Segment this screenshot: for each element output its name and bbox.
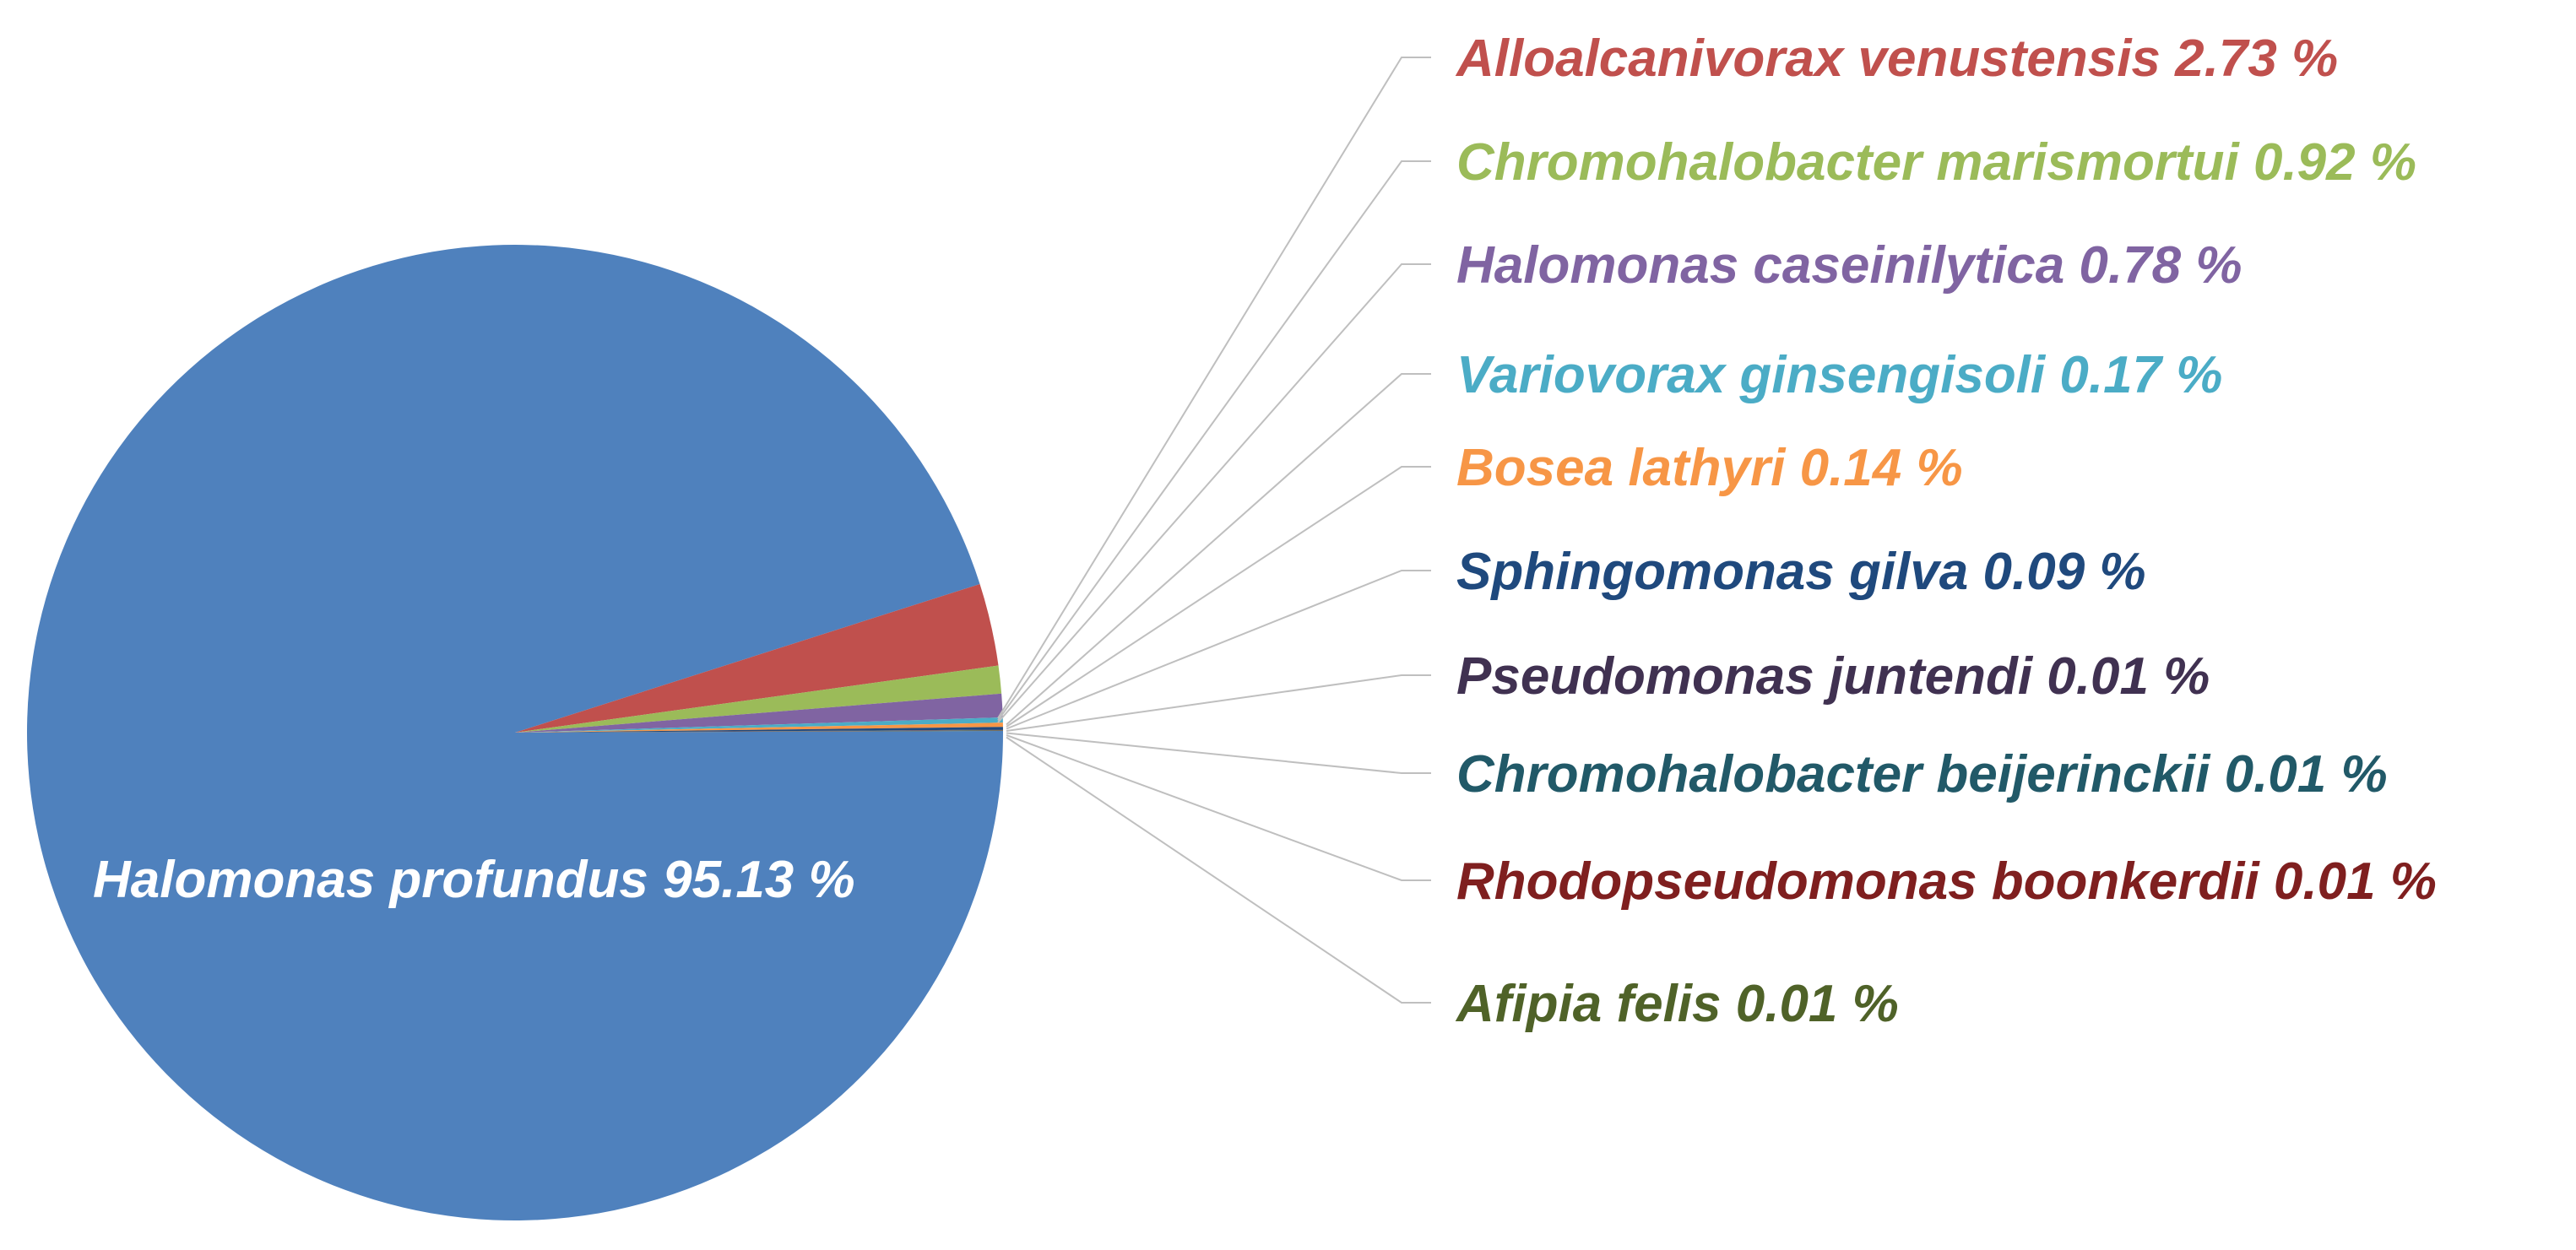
- pie-slice: [515, 730, 1003, 733]
- leader-line: [1006, 466, 1431, 728]
- pie-slice: [515, 727, 1003, 733]
- slice-label: Pseudomonas juntendi 0.01 %: [1456, 647, 2210, 706]
- slice-label: Rhodopseudomonas boonkerdii 0.01 %: [1456, 852, 2437, 911]
- slice-label: Afipia felis 0.01 %: [1455, 975, 1899, 1033]
- slice-label: Alloalcanivorax venustensis 2.73 %: [1455, 30, 2338, 88]
- pie-slice: [515, 729, 1003, 733]
- pie-slice: [515, 722, 1003, 733]
- pie-slice: [515, 693, 1003, 733]
- slice-label: Variovorax ginsengisoli 0.17 %: [1456, 346, 2222, 404]
- slice-label: Sphingomonas gilva 0.09 %: [1456, 543, 2146, 601]
- slice-label: Chromohalobacter marismortui 0.92 %: [1456, 133, 2416, 192]
- slice-label: Halomonas profundus 95.13 %: [93, 851, 855, 909]
- slice-label: Halomonas caseinilytica 0.78 %: [1456, 236, 2242, 295]
- pie-slice: [515, 729, 1003, 733]
- leader-line: [1006, 736, 1431, 1004]
- slice-labels: Halomonas profundus 95.13 % Alloalcanivor…: [93, 30, 2437, 1033]
- pie-slice: [515, 717, 1003, 733]
- leader-line: [1006, 373, 1431, 726]
- pie-slice: [515, 583, 999, 733]
- leader-line: [1006, 570, 1431, 730]
- pie-slice: [27, 245, 1004, 1221]
- slice-label: Chromohalobacter beijerinckii 0.01 %: [1456, 745, 2388, 804]
- pie-slice: [515, 665, 1002, 733]
- leader-line: [1006, 674, 1431, 732]
- leader-lines: [997, 57, 1431, 1004]
- leader-line: [997, 160, 1431, 722]
- slice-label: Bosea lathyri 0.14 %: [1456, 439, 1963, 497]
- leader-line: [1006, 732, 1431, 774]
- pie-slice: [515, 730, 1003, 733]
- leader-line: [1006, 734, 1431, 881]
- leader-line: [997, 263, 1431, 723]
- leader-line: [997, 57, 1431, 719]
- pie-slices: [27, 245, 1004, 1221]
